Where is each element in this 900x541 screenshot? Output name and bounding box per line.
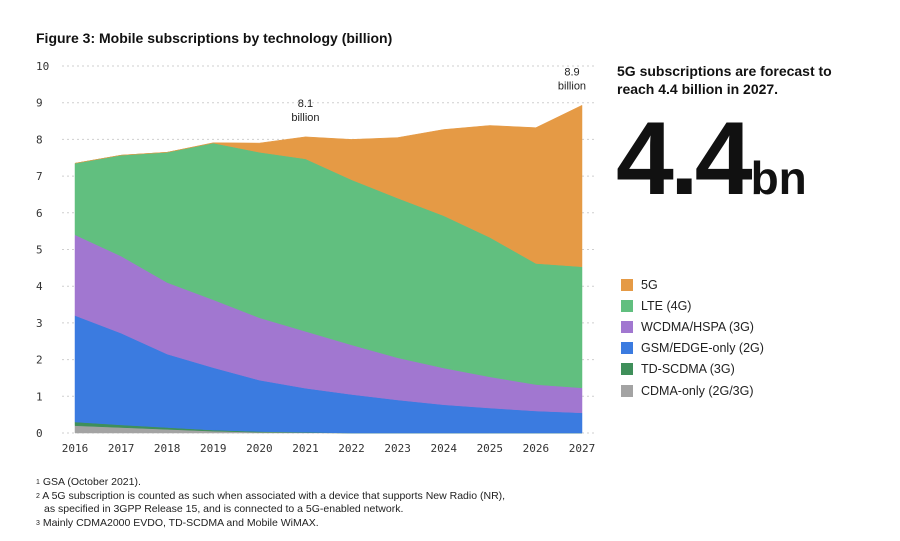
legend-label: TD-SCDMA (3G): [641, 362, 735, 377]
y-tick-label: 2: [36, 354, 43, 367]
legend-swatch: [621, 363, 633, 376]
x-tick-label: 2018: [154, 442, 181, 455]
x-tick-label: 2025: [477, 442, 504, 455]
footnotes: 1 GSA (October 2021). 2 A 5G subscription…: [36, 476, 505, 530]
y-tick-label: 8: [36, 133, 43, 146]
footnote-line: 3 Mainly CDMA2000 EVDO, TD-SCDMA and Mob…: [36, 517, 505, 531]
x-axis-ticks: 2016 2017 2018 2019 2020 2021 2022 2023 2024 2025…: [62, 442, 596, 455]
figure-title: Figure 3: Mobile subscriptions by techno…: [36, 30, 393, 46]
x-tick-label: 2024: [430, 442, 457, 455]
legend-swatch: [621, 342, 633, 355]
footnote-mark: 2: [36, 492, 40, 500]
forecast-headline: 5G subscriptions are forecast to reach 4…: [617, 63, 832, 97]
annotation-label: billion: [558, 80, 586, 92]
y-axis-ticks: 0 1 2 3 4 5 6 7 8 9 10: [36, 60, 49, 440]
legend-item: CDMA-only (2G/3G): [621, 380, 764, 401]
x-tick-label: 2016: [62, 442, 89, 455]
area-5g: [74, 104, 583, 268]
annotation-label: 8.9: [564, 66, 579, 78]
forecast-panel: 5G subscriptions are forecast to reach 4…: [617, 62, 867, 98]
big-number: 4.4: [616, 101, 753, 217]
legend-item: GSM/EDGE-only (2G): [621, 338, 764, 359]
y-tick-label: 5: [36, 244, 43, 257]
footnote-mark: 3: [36, 519, 40, 527]
footnote-text: GSA (October 2021).: [42, 476, 141, 488]
x-tick-label: 2020: [246, 442, 273, 455]
footnote-line: 2 A 5G subscription is counted as such w…: [36, 490, 505, 504]
footnote-mark: 1: [36, 479, 40, 486]
footnote-text: Mainly CDMA2000 EVDO, TD-SCDMA and Mobil…: [42, 516, 319, 529]
legend-label: GSM/EDGE-only (2G): [641, 341, 764, 356]
y-tick-label: 0: [36, 427, 43, 440]
x-tick-label: 2022: [338, 442, 365, 455]
y-tick-label: 4: [36, 280, 43, 293]
legend-swatch: [621, 320, 633, 333]
annotation-label: billion: [291, 112, 319, 124]
footnote-line: as specified in 3GPP Release 15, and is …: [36, 503, 505, 517]
annotation-label: 8.1: [298, 98, 313, 110]
x-tick-label: 2023: [384, 442, 411, 455]
legend-item: LTE (4G): [621, 295, 764, 316]
big-unit: bn: [750, 152, 807, 204]
x-tick-label: 2019: [200, 442, 227, 455]
y-tick-label: 9: [36, 97, 43, 110]
y-tick-label: 3: [36, 317, 43, 330]
footnote-line: 1 GSA (October 2021).: [36, 476, 505, 490]
legend-label: WCDMA/HSPA (3G): [641, 319, 754, 334]
y-tick-label: 6: [36, 207, 43, 220]
y-tick-label: 10: [36, 60, 49, 73]
footnote-text: A 5G subscription is counted as such whe…: [42, 489, 506, 502]
footnote-text: as specified in 3GPP Release 15, and is …: [44, 503, 404, 515]
y-tick-label: 7: [36, 170, 43, 183]
y-tick-label: 1: [36, 390, 43, 403]
legend-item: WCDMA/HSPA (3G): [621, 316, 764, 337]
chart-legend: 5G LTE (4G) WCDMA/HSPA (3G) GSM/EDGE-only (…: [621, 274, 764, 401]
legend-swatch: [621, 278, 633, 291]
x-tick-label: 2026: [523, 442, 550, 455]
x-tick-label: 2027: [569, 442, 596, 455]
legend-swatch: [621, 384, 633, 397]
big-figure: 4.4bn: [616, 100, 807, 219]
x-tick-label: 2021: [292, 442, 319, 455]
x-tick-label: 2017: [108, 442, 135, 455]
legend-swatch: [621, 299, 633, 312]
legend-item: 5G: [621, 274, 764, 295]
legend-item: TD-SCDMA (3G): [621, 359, 764, 380]
legend-label: CDMA-only (2G/3G): [641, 383, 754, 398]
legend-label: 5G: [641, 277, 658, 292]
area-layers: [74, 104, 583, 434]
stacked-area-chart: 0 1 2 3 4 5 6 7 8 9 10 2016 2017 2018 2019 2020 2021 202…: [36, 60, 596, 455]
value-annotations: 8.1 billion 8.9 billion: [291, 66, 586, 124]
legend-label: LTE (4G): [641, 298, 692, 313]
